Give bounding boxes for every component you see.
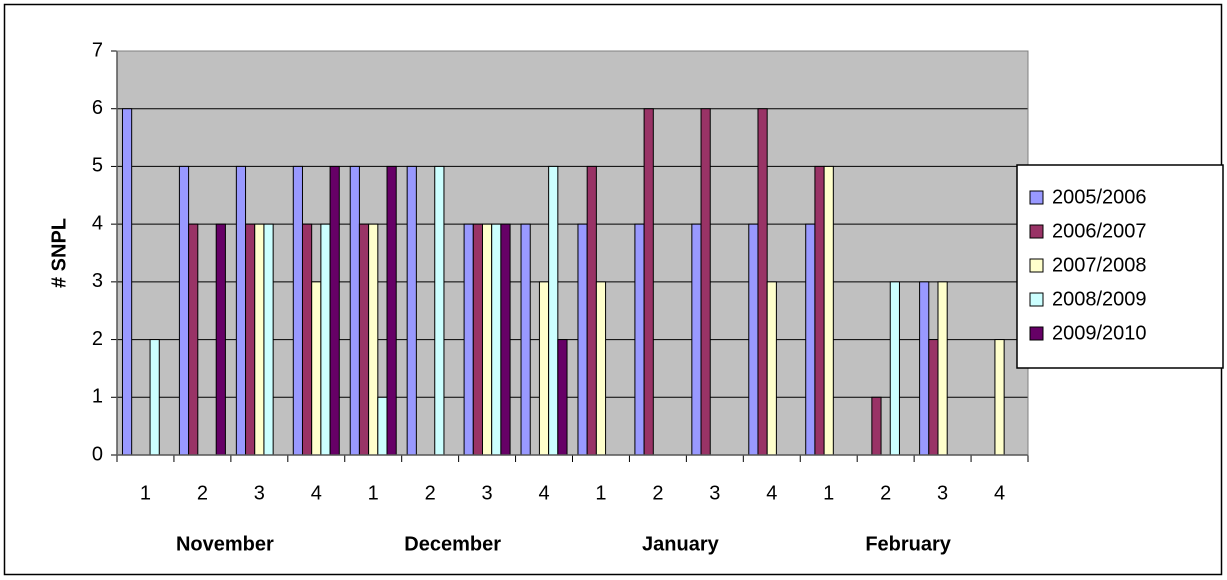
y-tick-label: 0	[92, 443, 103, 465]
bar	[557, 339, 568, 456]
bar	[577, 223, 588, 456]
bar	[301, 223, 313, 456]
x-tick-label: 4	[766, 482, 777, 504]
bar	[766, 281, 777, 456]
bar	[358, 223, 370, 456]
bar	[814, 165, 825, 456]
bar	[491, 223, 502, 456]
x-tick-label: 2	[652, 482, 663, 504]
legend-box	[1016, 164, 1224, 369]
legend-label: 2008/2009	[1052, 288, 1147, 310]
bar	[889, 281, 900, 456]
group-label: February	[865, 533, 951, 555]
y-tick-label: 4	[92, 212, 103, 234]
legend-label: 2006/2007	[1052, 220, 1147, 242]
legend-swatch	[1029, 326, 1044, 341]
bar	[292, 165, 303, 456]
legend-label: 2009/2010	[1052, 322, 1147, 344]
bar	[919, 281, 930, 456]
x-tick-label: 2	[197, 482, 208, 504]
bar	[500, 223, 511, 456]
bar	[386, 165, 397, 456]
bar	[937, 281, 948, 456]
bar	[329, 165, 340, 456]
group-label: November	[176, 533, 274, 555]
bar	[178, 165, 190, 456]
group-label: December	[404, 533, 501, 555]
legend-swatch	[1029, 292, 1044, 307]
bar	[245, 223, 256, 456]
bar	[121, 108, 133, 456]
x-tick-label: 3	[937, 482, 948, 504]
bar	[368, 223, 379, 456]
group-label: January	[642, 533, 720, 555]
bar	[406, 165, 417, 456]
y-tick-label: 5	[92, 155, 103, 177]
bar	[311, 281, 322, 456]
bar	[548, 165, 559, 456]
bar	[748, 223, 759, 456]
bar	[700, 108, 711, 456]
bar	[215, 223, 226, 456]
bar	[235, 165, 247, 456]
bar	[691, 223, 702, 456]
bar	[643, 108, 654, 456]
bar	[538, 281, 550, 456]
x-tick-label: 3	[709, 482, 720, 504]
bar	[377, 396, 388, 456]
y-tick-label: 6	[92, 97, 103, 119]
bar	[263, 223, 274, 456]
x-tick-label: 3	[482, 482, 493, 504]
bar	[634, 223, 645, 456]
x-tick-label: 1	[823, 482, 834, 504]
x-tick-label: 3	[254, 482, 265, 504]
x-tick-label: 4	[994, 482, 1005, 504]
bar	[254, 223, 265, 456]
x-tick-label: 2	[880, 482, 891, 504]
bar	[871, 396, 882, 456]
bar	[149, 339, 160, 456]
legend-swatch	[1029, 258, 1044, 273]
y-tick-label: 3	[92, 270, 103, 292]
bar	[320, 223, 331, 456]
bar	[757, 108, 768, 456]
bar	[481, 223, 493, 456]
legend-swatch	[1029, 224, 1044, 239]
x-tick-label: 2	[425, 482, 436, 504]
bar	[472, 223, 483, 456]
bar	[586, 165, 597, 456]
legend-swatch	[1029, 190, 1044, 205]
bar	[823, 165, 834, 456]
x-tick-label: 1	[595, 482, 606, 504]
x-tick-label: 4	[311, 482, 322, 504]
y-tick-label: 7	[92, 39, 103, 61]
bar	[994, 339, 1005, 456]
bar	[434, 165, 445, 456]
y-tick-label: 1	[92, 386, 103, 408]
x-tick-label: 1	[140, 482, 151, 504]
bar	[595, 281, 607, 456]
bar	[463, 223, 474, 456]
legend-label: 2005/2006	[1052, 186, 1147, 208]
bar	[349, 165, 360, 456]
bar	[520, 223, 531, 456]
y-axis-title: # SNPL	[48, 218, 70, 288]
x-tick-label: 4	[538, 482, 549, 504]
y-tick-label: 2	[92, 328, 103, 350]
x-tick-label: 1	[368, 482, 379, 504]
bar	[188, 223, 199, 456]
bar	[805, 223, 816, 456]
bar	[928, 339, 939, 456]
legend-label: 2007/2008	[1052, 254, 1147, 276]
